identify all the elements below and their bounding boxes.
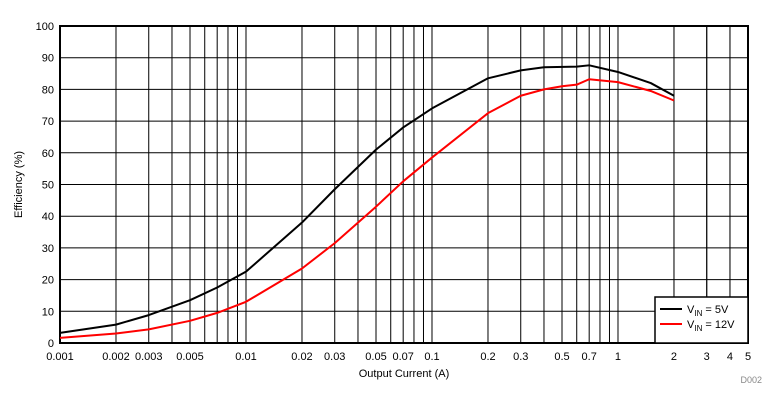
x-axis-title: Output Current (A) bbox=[359, 368, 449, 380]
legend-label: VIN = 5V bbox=[687, 304, 729, 318]
x-tick-label: 0.07 bbox=[392, 351, 413, 363]
x-tick-label: 0.002 bbox=[102, 351, 130, 363]
x-tick-label: 0.1 bbox=[424, 351, 439, 363]
x-tick-label: 2 bbox=[671, 351, 677, 363]
plot-frame bbox=[59, 25, 749, 344]
x-tick-label: 0.03 bbox=[324, 351, 345, 363]
y-tick-label: 70 bbox=[42, 116, 54, 128]
y-tick-label: 30 bbox=[42, 243, 54, 255]
x-tick-label: 0.001 bbox=[46, 351, 74, 363]
x-tick-label: 3 bbox=[704, 351, 710, 363]
y-tick-label: 60 bbox=[42, 148, 54, 160]
y-tick-label: 40 bbox=[42, 211, 54, 223]
series-line-vin-5v bbox=[59, 64, 675, 334]
x-tick-label: 5 bbox=[745, 351, 751, 363]
y-tick-label: 10 bbox=[42, 306, 54, 318]
y-tick-label: 80 bbox=[42, 84, 54, 96]
y-tick-label: 0 bbox=[48, 338, 54, 350]
y-tick-label: 20 bbox=[42, 275, 54, 287]
y-tick-label: 90 bbox=[42, 53, 54, 65]
x-tick-label: 0.02 bbox=[291, 351, 312, 363]
legend-box bbox=[654, 296, 749, 344]
y-axis-title: Efficiency (%) bbox=[13, 151, 25, 218]
x-tick-label: 4 bbox=[727, 351, 733, 363]
y-tick-label: 50 bbox=[42, 180, 54, 192]
x-tick-label: 0.005 bbox=[176, 351, 204, 363]
x-tick-label: 0.7 bbox=[582, 351, 597, 363]
x-tick-label: 0.05 bbox=[365, 351, 386, 363]
legend-label: VIN = 12V bbox=[687, 319, 735, 333]
x-tick-label: 0.01 bbox=[235, 351, 256, 363]
figure-id: D002 bbox=[740, 375, 762, 385]
x-tick-label: 0.3 bbox=[513, 351, 528, 363]
x-tick-label: 0.003 bbox=[135, 351, 163, 363]
series-line-vin-12v bbox=[59, 78, 675, 339]
x-tick-label: 0.2 bbox=[480, 351, 495, 363]
x-tick-label: 1 bbox=[615, 351, 621, 363]
y-tick-label: 100 bbox=[36, 21, 54, 33]
x-tick-label: 0.5 bbox=[554, 351, 569, 363]
